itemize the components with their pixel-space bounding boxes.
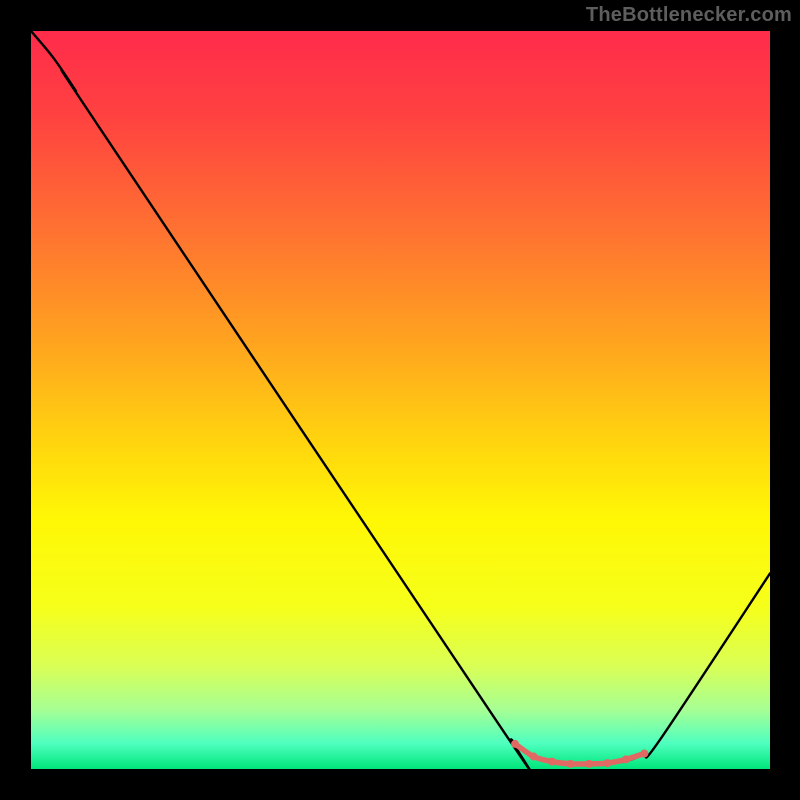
source-watermark: TheBottlenecker.com [586, 4, 792, 27]
chart-background-gradient [31, 31, 770, 769]
chart-plot-area [31, 31, 770, 769]
